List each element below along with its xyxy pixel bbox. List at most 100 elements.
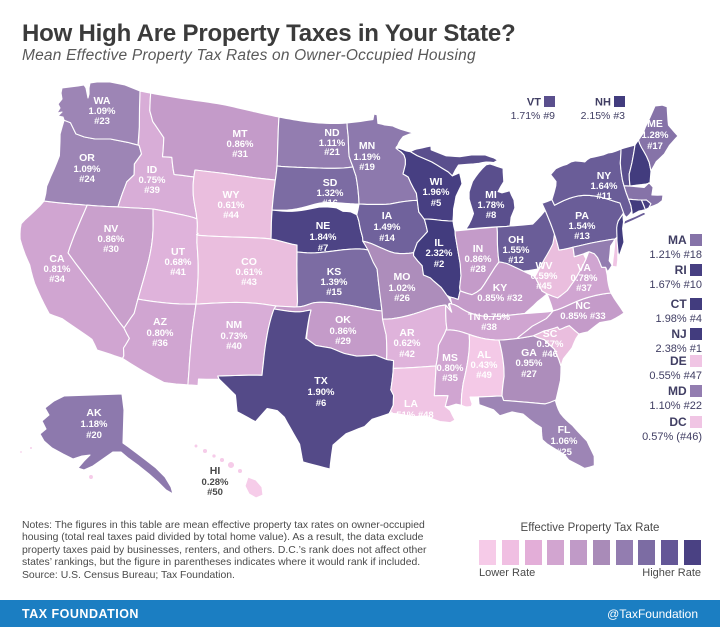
svg-text:TN 0.75%: TN 0.75%	[468, 312, 511, 323]
svg-text:LA: LA	[404, 398, 418, 410]
svg-text:1.32%: 1.32%	[317, 188, 344, 199]
svg-text:NE: NE	[316, 220, 331, 232]
svg-text:1.09%: 1.09%	[89, 106, 116, 117]
svg-text:0.80%: 0.80%	[147, 328, 174, 339]
svg-text:IN: IN	[473, 243, 484, 255]
svg-text:#50: #50	[207, 487, 223, 498]
svg-text:1.64%: 1.64%	[591, 181, 618, 192]
svg-text:SC: SC	[543, 328, 558, 340]
svg-text:1.39%: 1.39%	[321, 277, 348, 288]
svg-text:1.06%: 1.06%	[551, 436, 578, 447]
svg-text:MN: MN	[359, 140, 375, 152]
svg-text:0.75%: 0.75%	[139, 175, 166, 186]
svg-text:0.57%: 0.57%	[537, 339, 564, 350]
svg-text:#20: #20	[86, 430, 102, 441]
svg-text:NY: NY	[597, 170, 612, 182]
svg-text:#38: #38	[481, 322, 497, 333]
svg-text:UT: UT	[171, 246, 186, 258]
svg-text:1.28%: 1.28%	[642, 130, 669, 141]
svg-text:#49: #49	[476, 370, 492, 381]
svg-text:0.43%: 0.43%	[471, 360, 498, 371]
svg-text:TX: TX	[314, 375, 327, 387]
svg-text:ME: ME	[647, 118, 663, 130]
svg-text:VA: VA	[577, 262, 591, 274]
svg-text:WA: WA	[94, 95, 111, 107]
svg-text:CO: CO	[241, 256, 257, 268]
svg-text:#8: #8	[486, 210, 497, 221]
svg-text:#26: #26	[394, 293, 410, 304]
svg-text:#17: #17	[647, 141, 663, 152]
svg-text:1.55%: 1.55%	[503, 245, 530, 256]
svg-text:1.78%: 1.78%	[478, 200, 505, 211]
svg-text:#28: #28	[470, 264, 486, 275]
svg-text:1.96%: 1.96%	[423, 187, 450, 198]
svg-text:FL: FL	[558, 424, 571, 436]
svg-text:0.61%: 0.61%	[236, 267, 263, 278]
svg-text:1.90%: 1.90%	[308, 387, 335, 398]
svg-text:0.28%: 0.28%	[202, 477, 229, 488]
svg-text:#15: #15	[326, 287, 343, 298]
svg-text:#43: #43	[241, 277, 257, 288]
svg-text:0.86%: 0.86%	[465, 254, 492, 265]
svg-text:OR: OR	[79, 152, 95, 164]
svg-text:KS: KS	[327, 266, 342, 278]
svg-text:IA: IA	[382, 210, 393, 222]
svg-text:1.02%: 1.02%	[389, 283, 416, 294]
svg-text:AR: AR	[399, 327, 415, 339]
svg-text:MS: MS	[442, 352, 458, 364]
svg-text:MO: MO	[394, 271, 411, 283]
svg-text:1.09%: 1.09%	[74, 164, 101, 175]
svg-text:#31: #31	[232, 149, 249, 160]
svg-text:0.62%: 0.62%	[394, 338, 421, 349]
svg-text:0.86%: 0.86%	[98, 234, 125, 245]
svg-text:NC: NC	[575, 300, 591, 312]
svg-text:CA: CA	[49, 253, 65, 265]
svg-text:#44: #44	[223, 210, 240, 221]
svg-text:#39: #39	[144, 185, 160, 196]
svg-text:AK: AK	[86, 407, 102, 419]
svg-text:#46: #46	[542, 349, 558, 360]
svg-text:OK: OK	[335, 314, 351, 326]
svg-text:AL: AL	[477, 349, 492, 361]
svg-text:#21: #21	[324, 147, 341, 158]
svg-text:0.86%: 0.86%	[330, 326, 357, 337]
svg-text:WV: WV	[536, 260, 553, 272]
svg-text:#27: #27	[521, 369, 537, 380]
svg-text:HI: HI	[210, 465, 221, 477]
svg-text:#11: #11	[596, 191, 612, 202]
svg-text:0.78%: 0.78%	[571, 273, 598, 284]
svg-text:ID: ID	[147, 164, 158, 176]
svg-text:#14: #14	[379, 233, 396, 244]
svg-text:#29: #29	[335, 336, 351, 347]
svg-text:#42: #42	[399, 349, 415, 360]
svg-text:0.59%: 0.59%	[531, 271, 558, 282]
svg-text:#40: #40	[226, 341, 242, 352]
svg-text:#12: #12	[508, 255, 524, 266]
svg-text:0.68%: 0.68%	[165, 257, 192, 268]
svg-text:MI: MI	[485, 189, 497, 201]
svg-text:0.51% #48: 0.51% #48	[388, 410, 433, 421]
svg-text:#23: #23	[94, 116, 110, 127]
svg-text:#36: #36	[152, 338, 168, 349]
svg-text:1.54%: 1.54%	[569, 221, 596, 232]
svg-text:SD: SD	[323, 177, 338, 189]
svg-text:#5: #5	[431, 198, 442, 209]
svg-text:1.84%: 1.84%	[310, 232, 337, 243]
svg-text:0.85% #33: 0.85% #33	[560, 311, 605, 322]
svg-text:#37: #37	[576, 283, 592, 294]
svg-text:ND: ND	[324, 127, 340, 139]
svg-text:0.85% #32: 0.85% #32	[477, 293, 522, 304]
svg-text:1.18%: 1.18%	[81, 419, 108, 430]
svg-text:MT: MT	[232, 128, 248, 140]
svg-text:2.32%: 2.32%	[426, 248, 453, 259]
svg-text:#41: #41	[170, 267, 187, 278]
svg-text:#13: #13	[574, 231, 590, 242]
svg-text:0.86%: 0.86%	[227, 139, 254, 150]
svg-text:#45: #45	[536, 281, 553, 292]
svg-text:GA: GA	[521, 347, 537, 359]
svg-text:0.81%: 0.81%	[44, 264, 71, 275]
svg-text:0.73%: 0.73%	[221, 331, 248, 342]
svg-text:#24: #24	[79, 174, 96, 185]
svg-text:NV: NV	[104, 223, 119, 235]
svg-text:WY: WY	[223, 189, 240, 201]
